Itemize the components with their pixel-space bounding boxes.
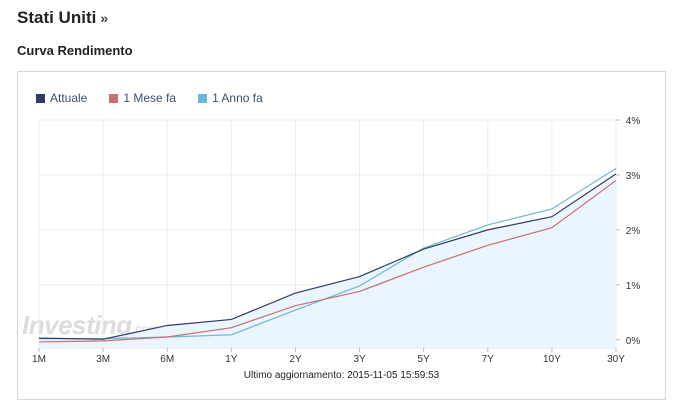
x-tick-label: 2Y (289, 354, 302, 365)
series-line-1-mese-fa (38, 179, 617, 343)
title-arrow-icon[interactable]: » (100, 10, 109, 26)
x-tick-label: 3M (96, 354, 110, 365)
legend-label: 1 Mese fa (123, 91, 177, 105)
y-tick-label: 4% (626, 116, 641, 127)
yield-curve-chart: Investing.com 0% 1% 2% 3% 4% 1M 3M 6M 1Y 2Y 3Y 5Y 7Y… (17, 71, 666, 400)
chart-svg: 0% 1% 2% 3% 4% 1M 3M 6M 1Y 2Y 3Y 5Y 7Y 10Y 30Y (32, 116, 641, 365)
y-tick-label: 2% (626, 226, 641, 237)
x-tick-label: 6M (160, 354, 174, 365)
page-title[interactable]: Stati Uniti (17, 8, 97, 27)
legend-label: Attuale (50, 91, 88, 105)
y-tick-label: 3% (626, 171, 641, 182)
x-tick-label: 1M (32, 354, 46, 365)
section-title: Curva Rendimento (17, 43, 133, 58)
legend-item-1-anno-fa[interactable]: 1 Anno fa (198, 91, 263, 105)
legend-swatch (109, 93, 119, 103)
legend-label: 1 Anno fa (212, 91, 263, 105)
x-tick-label: 30Y (607, 354, 625, 365)
series-line-attuale (38, 173, 617, 340)
legend-item-1-mese-fa[interactable]: 1 Mese fa (109, 91, 176, 105)
x-tick-label: 1Y (225, 354, 238, 365)
legend-item-attuale[interactable]: Attuale (36, 91, 87, 105)
legend-swatch (198, 93, 208, 103)
x-tick-label: 7Y (482, 354, 495, 365)
y-tick-label: 0% (626, 336, 641, 347)
x-tick-label: 10Y (543, 354, 561, 365)
y-tick-label: 1% (626, 281, 641, 292)
x-tick-label: 5Y (418, 354, 431, 365)
last-update-note: Ultimo aggiornamento: 2015-11-05 15:59:5… (243, 370, 440, 381)
legend-swatch (36, 93, 45, 103)
x-tick-label: 3Y (353, 354, 366, 365)
legend: Attuale 1 Mese fa 1 Anno fa (36, 91, 285, 105)
page-header: Stati Uniti » (17, 8, 108, 28)
area-fill-attuale (39, 173, 616, 348)
